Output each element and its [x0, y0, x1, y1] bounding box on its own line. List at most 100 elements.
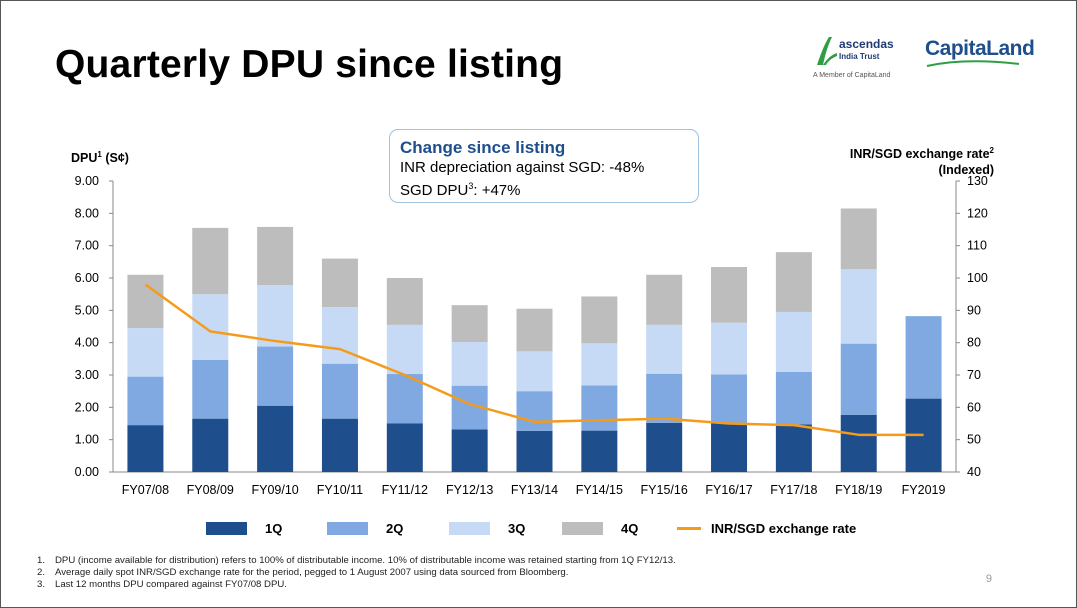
bar-4q [775, 252, 812, 312]
legend-item-1q: 1Q [206, 521, 282, 536]
legend-label-fx: INR/SGD exchange rate [711, 521, 857, 536]
right-axis-tick-label: 90 [967, 303, 981, 317]
right-axis-tick-label: 80 [967, 336, 981, 350]
x-axis-tick-label: FY13/14 [511, 483, 558, 497]
left-axis-tick-label: 7.00 [75, 239, 99, 253]
dpu-chart: 0.00 1.00 2.00 3.00 4.00 5.00 6.00 7.00 8.00 9.00… [75, 174, 988, 497]
x-axis-tick-label: FY15/16 [641, 483, 688, 497]
bar-4q [192, 227, 229, 295]
legend-swatch-3q [449, 522, 490, 535]
bar-2q [581, 385, 618, 431]
footnote-1-text: DPU (income available for distribution) … [55, 555, 676, 566]
left-axis-tick-label: 6.00 [75, 271, 99, 285]
x-axis-tick-label: FY16/17 [705, 483, 752, 497]
left-axis-tick-label: 1.00 [75, 433, 99, 447]
bar-4q [840, 208, 877, 270]
x-axis-tick-label: FY17/18 [770, 483, 817, 497]
right-axis-tick-label: 50 [967, 433, 981, 447]
x-axis-tick-label: FY18/19 [835, 483, 882, 497]
bar-4q [257, 226, 294, 286]
left-axis-tick-label: 4.00 [75, 336, 99, 350]
bar-3q [646, 324, 683, 374]
footnote-3-num: 3. [37, 579, 46, 590]
capitaland-text: CapitaLand [925, 37, 1035, 60]
legend-label-2q: 2Q [386, 521, 404, 536]
ascendas-sub: India Trust [839, 52, 880, 61]
left-axis-tick-label: 5.00 [75, 303, 99, 317]
page-title: Quarterly DPU since listing [55, 43, 564, 86]
bar-4q [451, 305, 488, 343]
footnote-3-text: Last 12 months DPU compared against FY07… [55, 579, 287, 590]
bar-1q [321, 418, 358, 472]
bar-3q [711, 322, 748, 375]
bar-1q [840, 414, 877, 472]
bar-3q [386, 324, 423, 375]
bar-1q [711, 423, 748, 472]
bar-2q [192, 359, 229, 419]
left-axis-tick-label: 3.00 [75, 368, 99, 382]
footnotes: 1. DPU (income available for distribution… [37, 555, 676, 591]
right-axis-tick-label: 120 [967, 206, 988, 220]
bar-1q [257, 405, 294, 472]
bar-3q [192, 294, 229, 360]
legend-swatch-1q [206, 522, 247, 535]
legend-swatch-4q [562, 522, 603, 535]
legend-label-4q: 4Q [621, 521, 639, 536]
right-axis-title: INR/SGD exchange rate2 (Indexed) [850, 143, 994, 178]
bar-1q [775, 424, 812, 472]
legend-item-3q: 3Q [449, 521, 525, 536]
left-axis-main: DPU [71, 151, 98, 166]
callout-line-inr: INR depreciation against SGD: -48% [400, 159, 645, 176]
left-axis-title: DPU1 (S¢) [71, 147, 129, 166]
right-axis-tick-label: 100 [967, 271, 988, 285]
footnote-2-text: Average daily spot INR/SGD exchange rate… [55, 567, 569, 578]
callout-line-dpu: SGD DPU3: +47% [400, 177, 688, 200]
left-axis-tick-label: 0.00 [75, 465, 99, 479]
callout-dpu-footnote: 3 [468, 181, 474, 191]
bar-3q [127, 328, 164, 377]
bar-2q [905, 316, 942, 399]
footnote-2: 2. Average daily spot INR/SGD exchange ra… [37, 567, 676, 579]
right-axis-footnote: 2 [989, 146, 994, 155]
left-axis-footnote: 1 [97, 150, 102, 159]
ascendas-member: A Member of CapitaLand [813, 72, 891, 79]
change-since-listing-callout: Change since listing INR depreciation ag… [389, 129, 699, 203]
bar-4q [646, 274, 683, 325]
bar-4q [386, 278, 423, 325]
bar-3q [516, 351, 553, 392]
x-axis-tick-label: FY11/12 [382, 483, 428, 497]
callout-dpu-prefix: SGD DPU [400, 182, 469, 199]
callout-heading: Change since listing [400, 138, 566, 157]
bar-3q [775, 311, 812, 372]
bar-4q [711, 267, 748, 323]
bar-2q [386, 374, 423, 424]
x-axis-tick-label: FY09/10 [251, 483, 298, 497]
bar-4q [127, 274, 164, 329]
footnote-1-num: 1. [37, 555, 46, 566]
legend-item-2q: 2Q [327, 521, 403, 536]
x-axis-tick-label: FY10/11 [317, 483, 363, 497]
x-axis-tick-label: FY07/08 [122, 483, 169, 497]
right-axis-tick-label: 130 [967, 174, 988, 188]
bar-3q [581, 343, 618, 386]
legend-swatch-2q [327, 522, 368, 535]
bar-3q [451, 342, 488, 386]
bar-1q [127, 425, 164, 472]
footnote-1: 1. DPU (income available for distribution… [37, 555, 676, 567]
bar-2q [711, 374, 748, 424]
bar-1q [386, 423, 423, 472]
legend-label-3q: 3Q [508, 521, 526, 536]
footnote-2-num: 2. [37, 567, 46, 578]
legend-line-fx [677, 527, 701, 530]
footnote-3: 3. Last 12 months DPU compared against FY… [37, 579, 676, 591]
ascendas-name: ascendas [839, 37, 894, 51]
x-axis-tick-label: FY08/09 [187, 483, 234, 497]
bar-4q [581, 296, 618, 344]
left-axis-unit: (S¢) [101, 151, 129, 166]
bar-4q [516, 308, 553, 352]
x-axis-tick-label: FY14/15 [576, 483, 623, 497]
legend-item-fx: INR/SGD exchange rate [677, 521, 856, 536]
right-axis-tick-label: 60 [967, 400, 981, 414]
ascendas-logo: ascendas India Trust A Member of CapitaL… [813, 35, 903, 83]
